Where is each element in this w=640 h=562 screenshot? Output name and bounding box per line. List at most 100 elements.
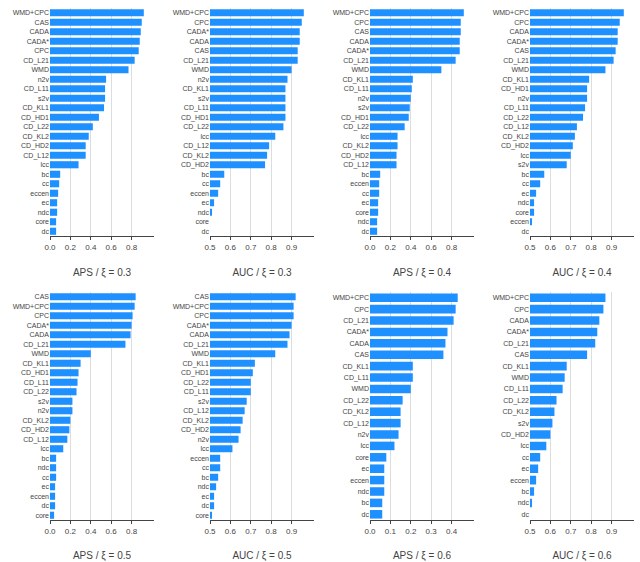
svg-text:CD_KL1: CD_KL1: [23, 104, 50, 112]
svg-text:eccen: eccen: [30, 493, 49, 500]
svg-text:CD_L21: CD_L21: [503, 340, 529, 348]
svg-text:CD_L12: CD_L12: [23, 436, 49, 444]
svg-text:eccen: eccen: [510, 218, 529, 225]
svg-text:CD_HD2: CD_HD2: [501, 142, 529, 150]
svg-text:0.8: 0.8: [266, 527, 278, 536]
svg-text:CD_L21: CD_L21: [23, 57, 49, 65]
svg-text:CD_L11: CD_L11: [504, 104, 529, 112]
svg-text:lcc: lcc: [360, 133, 369, 140]
svg-text:lcc: lcc: [40, 445, 49, 452]
svg-text:CD_L11: CD_L11: [24, 379, 49, 387]
svg-text:APS / ξ = 0.5: APS / ξ = 0.5: [73, 550, 132, 562]
svg-text:CAS: CAS: [35, 19, 50, 26]
svg-text:CD_KL1: CD_KL1: [343, 363, 370, 371]
svg-text:WMD: WMD: [32, 350, 50, 357]
svg-text:CD_L22: CD_L22: [23, 388, 49, 396]
svg-text:APS / ξ = 0.4: APS / ξ = 0.4: [393, 267, 452, 279]
svg-text:CADA: CADA: [350, 38, 370, 45]
svg-text:lcc: lcc: [200, 445, 209, 452]
svg-text:CAS: CAS: [195, 293, 210, 300]
svg-text:0.6: 0.6: [225, 243, 237, 252]
svg-text:CPC: CPC: [34, 47, 49, 54]
svg-text:n2v: n2v: [198, 76, 210, 83]
svg-text:CD_KL1: CD_KL1: [23, 360, 50, 368]
svg-text:CD_L11: CD_L11: [184, 388, 209, 396]
svg-text:bc: bc: [522, 171, 530, 178]
svg-text:0.9: 0.9: [286, 243, 298, 252]
svg-text:s2v: s2v: [518, 420, 529, 427]
svg-text:CD_L11: CD_L11: [344, 85, 369, 93]
svg-text:0.2: 0.2: [65, 527, 77, 536]
svg-text:CADA*: CADA*: [347, 47, 369, 54]
svg-text:CD_HD2: CD_HD2: [341, 152, 369, 160]
svg-text:bc: bc: [522, 488, 530, 495]
svg-text:CADA*: CADA*: [27, 38, 49, 45]
svg-text:CAS: CAS: [515, 351, 530, 358]
svg-text:CPC: CPC: [354, 306, 369, 313]
svg-text:CPC: CPC: [34, 312, 49, 319]
svg-text:CD_KL2: CD_KL2: [183, 417, 210, 425]
svg-text:WMD: WMD: [32, 66, 50, 73]
svg-text:CD_L21: CD_L21: [503, 57, 529, 65]
svg-text:0.8: 0.8: [266, 243, 278, 252]
svg-text:CD_HD2: CD_HD2: [21, 426, 49, 434]
svg-text:0.4: 0.4: [446, 527, 458, 536]
svg-text:CD_L11: CD_L11: [504, 385, 529, 393]
svg-text:CD_L12: CD_L12: [183, 407, 209, 415]
svg-text:CPC: CPC: [354, 19, 369, 26]
svg-text:0.6: 0.6: [225, 527, 237, 536]
svg-text:AUC / ξ = 0.3: AUC / ξ = 0.3: [232, 267, 292, 279]
svg-text:cc: cc: [42, 474, 50, 481]
svg-text:CD_L12: CD_L12: [183, 142, 209, 150]
svg-text:CADA: CADA: [510, 317, 530, 324]
svg-text:core: core: [195, 512, 209, 519]
svg-text:eccen: eccen: [350, 180, 369, 187]
svg-text:ec: ec: [42, 483, 50, 490]
svg-text:APS / ξ = 0.3: APS / ξ = 0.3: [73, 267, 132, 279]
svg-text:ndc: ndc: [518, 499, 530, 506]
svg-text:dc: dc: [42, 228, 50, 235]
svg-text:core: core: [515, 209, 529, 216]
svg-text:CD_HD2: CD_HD2: [501, 431, 529, 439]
svg-text:0.9: 0.9: [606, 243, 618, 252]
svg-text:WMD+CPC: WMD+CPC: [493, 9, 529, 16]
svg-text:0.7: 0.7: [245, 527, 257, 536]
svg-text:dc: dc: [202, 228, 210, 235]
svg-text:CADA: CADA: [350, 340, 370, 347]
svg-text:0.6: 0.6: [106, 243, 118, 252]
svg-text:0.7: 0.7: [565, 243, 577, 252]
svg-text:cc: cc: [42, 180, 50, 187]
svg-text:0.5: 0.5: [524, 527, 536, 536]
svg-text:WMD: WMD: [352, 385, 370, 392]
svg-text:0.0: 0.0: [44, 527, 56, 536]
svg-text:WMD: WMD: [352, 66, 370, 73]
svg-text:CADA*: CADA*: [187, 28, 209, 35]
svg-text:CD_HD1: CD_HD1: [501, 85, 529, 93]
svg-text:AUC / ξ = 0.5: AUC / ξ = 0.5: [232, 550, 292, 562]
svg-text:ndc: ndc: [358, 488, 370, 495]
svg-text:CD_HD1: CD_HD1: [181, 114, 209, 122]
svg-text:0.2: 0.2: [405, 527, 417, 536]
svg-text:CADA*: CADA*: [507, 328, 529, 335]
svg-text:WMD+CPC: WMD+CPC: [173, 303, 209, 310]
svg-text:AUC / ξ = 0.6: AUC / ξ = 0.6: [552, 550, 612, 562]
svg-text:0.7: 0.7: [565, 527, 577, 536]
svg-text:WMD+CPC: WMD+CPC: [333, 294, 369, 301]
svg-text:0.8: 0.8: [586, 243, 598, 252]
svg-text:eccen: eccen: [350, 477, 369, 484]
svg-text:cc: cc: [202, 464, 210, 471]
svg-text:bc: bc: [362, 499, 370, 506]
svg-text:WMD+CPC: WMD+CPC: [13, 303, 49, 310]
svg-text:0.8: 0.8: [446, 243, 458, 252]
svg-text:CAS: CAS: [355, 28, 370, 35]
svg-text:CD_L22: CD_L22: [503, 397, 529, 405]
svg-text:s2v: s2v: [518, 161, 529, 168]
svg-text:CD_KL2: CD_KL2: [183, 152, 210, 160]
svg-text:bc: bc: [42, 171, 50, 178]
svg-text:bc: bc: [202, 171, 210, 178]
svg-text:WMD+CPC: WMD+CPC: [493, 294, 529, 301]
svg-text:lcc: lcc: [200, 133, 209, 140]
svg-text:CD_L12: CD_L12: [503, 123, 529, 131]
svg-text:dc: dc: [522, 511, 530, 518]
svg-text:APS / ξ = 0.6: APS / ξ = 0.6: [393, 550, 452, 562]
